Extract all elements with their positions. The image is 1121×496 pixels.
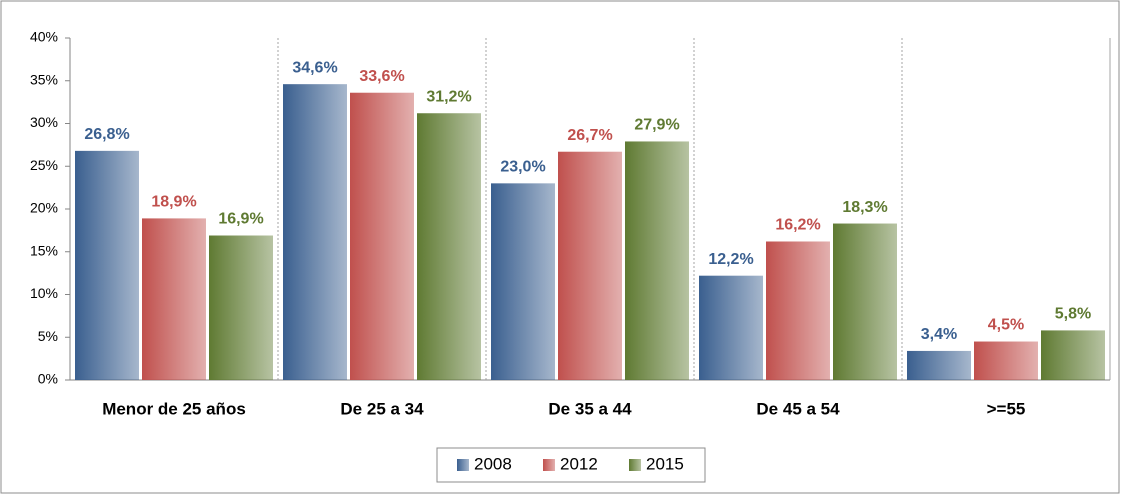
x-tick-label: >=55 [987,399,1026,418]
bar [558,151,622,380]
y-tick-label: 15% [30,242,58,258]
bar [833,223,897,380]
value-label: 12,2% [708,251,753,268]
value-label: 27,9% [634,117,679,134]
value-label: 26,7% [567,127,612,144]
legend-label: 2015 [646,454,684,473]
legend-label: 2008 [474,454,512,473]
y-tick-label: 0% [38,371,58,387]
value-label: 26,8% [84,126,129,143]
y-tick-label: 5% [38,328,58,344]
value-label: 18,9% [151,194,196,211]
value-label: 31,2% [426,88,471,105]
bar [209,235,273,380]
value-label: 3,4% [921,326,957,343]
bar [75,150,139,380]
value-label: 4,5% [988,317,1024,334]
bar [1041,330,1105,380]
bar [350,92,414,380]
bar [491,183,555,380]
value-label: 33,6% [359,68,404,85]
y-tick-label: 40% [30,29,58,45]
legend-swatch [457,459,469,471]
bar [142,218,206,380]
bar [766,241,830,380]
y-tick-label: 20% [30,200,58,216]
value-label: 23,0% [500,159,545,176]
legend-swatch [629,459,641,471]
bar [974,341,1038,380]
value-label: 18,3% [842,199,887,216]
value-label: 5,8% [1055,306,1091,323]
x-tick-label: De 35 a 44 [548,399,632,418]
bar [417,113,481,381]
bar [283,84,347,381]
bar [699,275,763,380]
x-tick-label: De 45 a 54 [756,399,840,418]
x-tick-label: De 25 a 34 [340,399,424,418]
x-tick-label: Menor de 25 años [102,399,246,418]
y-tick-label: 10% [30,285,58,301]
y-tick-label: 35% [30,71,58,87]
legend-box [436,447,706,483]
y-tick-label: 30% [30,114,58,130]
legend-label: 2012 [560,454,598,473]
value-label: 34,6% [292,59,337,76]
y-tick-label: 25% [30,157,58,173]
value-label: 16,2% [775,217,820,234]
bar [907,350,971,380]
legend-swatch [543,459,555,471]
value-label: 16,9% [218,211,263,228]
bar [625,141,689,380]
